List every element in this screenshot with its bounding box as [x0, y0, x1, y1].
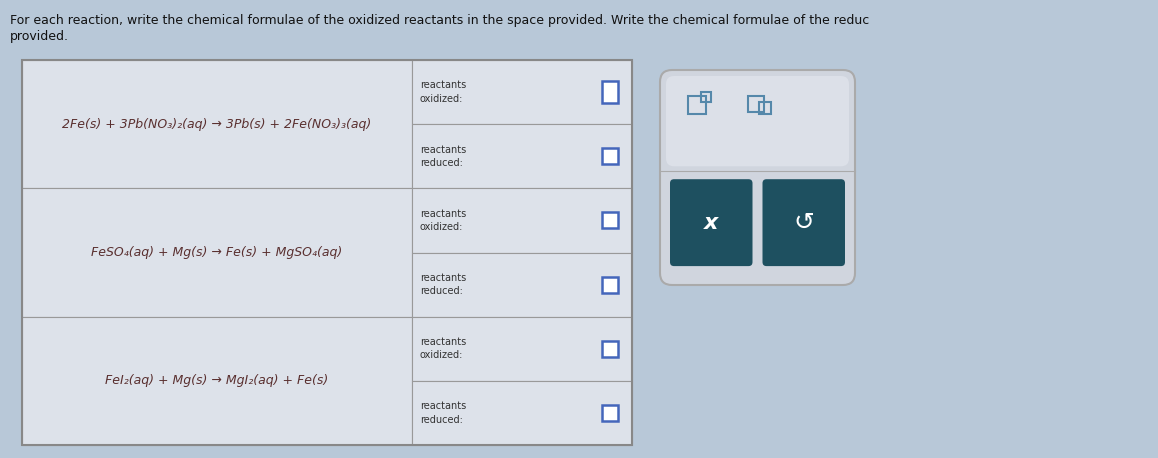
Text: reactants
reduced:: reactants reduced: [420, 401, 467, 425]
Text: FeSO₄(aq) + Mg(s) → Fe(s) + MgSO₄(aq): FeSO₄(aq) + Mg(s) → Fe(s) + MgSO₄(aq) [91, 246, 343, 259]
Text: provided.: provided. [10, 30, 69, 43]
Bar [602, 148, 618, 164]
Bar [412, 124, 632, 188]
Text: reactants
reduced:: reactants reduced: [420, 145, 467, 168]
Bar [701, 92, 711, 102]
Bar [22, 60, 632, 445]
Text: reactants
oxidized:: reactants oxidized: [420, 81, 467, 104]
Bar [602, 405, 618, 421]
Bar [688, 96, 706, 114]
Bar [412, 381, 632, 445]
Bar [602, 81, 618, 103]
Bar [412, 252, 632, 316]
Bar [22, 316, 412, 445]
Text: x: x [704, 213, 718, 233]
Bar [748, 96, 764, 112]
Text: 2Fe(s) + 3Pb(NO₃)₂(aq) → 3Pb(s) + 2Fe(NO₃)₃(aq): 2Fe(s) + 3Pb(NO₃)₂(aq) → 3Pb(s) + 2Fe(NO… [63, 118, 372, 131]
Bar [412, 60, 632, 124]
FancyBboxPatch shape [670, 179, 753, 266]
Text: For each reaction, write the chemical formulae of the oxidized reactants in the : For each reaction, write the chemical fo… [10, 14, 870, 27]
Text: reactants
oxidized:: reactants oxidized: [420, 209, 467, 232]
Text: ↺: ↺ [793, 211, 814, 234]
Bar [22, 60, 412, 188]
Bar [758, 102, 771, 114]
FancyBboxPatch shape [660, 70, 855, 285]
Bar [22, 60, 632, 445]
Bar [412, 316, 632, 381]
Bar [602, 277, 618, 293]
Bar [412, 188, 632, 252]
FancyBboxPatch shape [762, 179, 845, 266]
Text: reactants
reduced:: reactants reduced: [420, 273, 467, 296]
Bar [602, 341, 618, 357]
Bar [22, 188, 412, 316]
Text: reactants
oxidized:: reactants oxidized: [420, 337, 467, 360]
Bar [602, 213, 618, 229]
FancyBboxPatch shape [666, 76, 849, 166]
Text: FeI₂(aq) + Mg(s) → MgI₂(aq) + Fe(s): FeI₂(aq) + Mg(s) → MgI₂(aq) + Fe(s) [105, 374, 329, 387]
